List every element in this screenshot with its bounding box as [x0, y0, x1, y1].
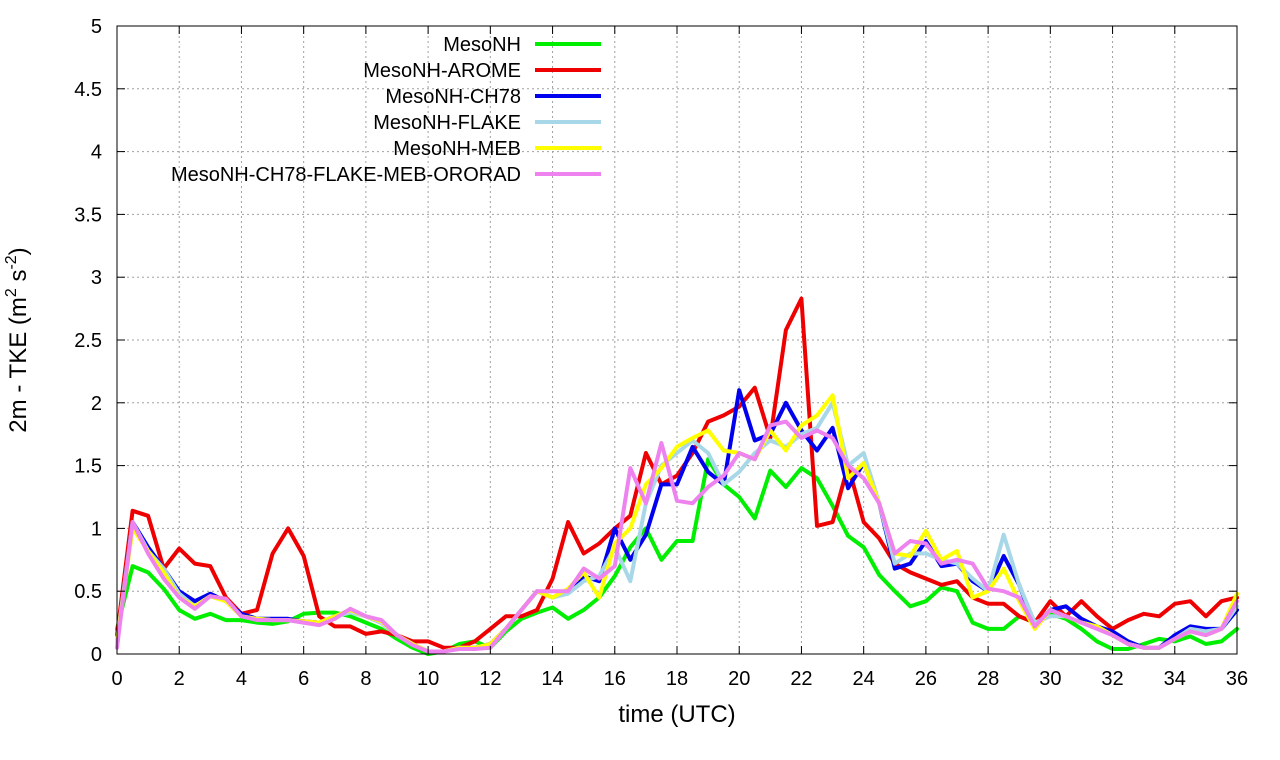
- x-tick-label: 22: [790, 668, 812, 690]
- y-axis-label-end: ): [5, 247, 32, 255]
- x-tick-label: 4: [236, 668, 247, 690]
- legend-label-mesonh-ch78: MesoNH-CH78: [385, 86, 521, 108]
- legend: MesoNH MesoNH-AROME MesoNH-CH78 MesoNH-FLAK…: [171, 34, 601, 186]
- series-lines: [115, 296, 1239, 656]
- x-axis-ticks: 0 2 4 6 8 10 12 14 16 18 20 22 24 26 28 30 32 34 36: [111, 26, 1248, 690]
- grid-lines: [117, 26, 1237, 654]
- y-tick-label: 5: [91, 16, 102, 38]
- y-tick-label: 0.5: [74, 581, 102, 603]
- legend-label-mesonh-flake: MesoNH-FLAKE: [373, 112, 521, 134]
- y-tick-label: 1.5: [74, 456, 102, 478]
- x-tick-label: 28: [977, 668, 999, 690]
- legend-label-mesonh-arome: MesoNH-AROME: [363, 60, 521, 82]
- x-tick-label: 26: [915, 668, 937, 690]
- x-tick-label: 14: [541, 668, 563, 690]
- series-line-mesonh: [115, 457, 1239, 656]
- legend-label-mesonh: MesoNH: [443, 34, 521, 56]
- x-tick-label: 18: [666, 668, 688, 690]
- x-tick-label: 12: [479, 668, 501, 690]
- series-line-mesonh-ch78-flake-meb-ororad: [115, 419, 1239, 654]
- y-tick-label: 1: [91, 518, 102, 540]
- y-tick-label: 2: [91, 393, 102, 415]
- legend-label-mesonh-ch78-flake-meb-ororad: MesoNH-CH78-FLAKE-MEB-ORORAD: [171, 164, 521, 186]
- y-axis-label: 2m - TKE (m2 s-2): [3, 247, 32, 432]
- x-tick-label: 6: [298, 668, 309, 690]
- y-tick-label: 3.5: [74, 204, 102, 226]
- y-tick-label: 2.5: [74, 330, 102, 352]
- x-tick-label: 2: [174, 668, 185, 690]
- x-tick-label: 36: [1226, 668, 1248, 690]
- y-tick-label: 0: [91, 644, 102, 666]
- x-tick-label: 30: [1039, 668, 1061, 690]
- y-axis-label-exp1: 2: [3, 288, 20, 297]
- x-tick-label: 0: [111, 668, 122, 690]
- y-axis-label-mid: s: [5, 270, 32, 289]
- series-line-mesonh-arome: [115, 296, 1239, 650]
- y-axis-ticks: 0 0.5 1 1.5 2 2.5 3 3.5 4 4.5 5: [74, 16, 1237, 666]
- y-tick-label: 3: [91, 267, 102, 289]
- y-tick-label: 4: [91, 142, 102, 164]
- y-axis-label-exp2: -2: [3, 255, 20, 269]
- x-tick-label: 10: [417, 668, 439, 690]
- y-axis-label-main: 2m - TKE (m: [5, 297, 32, 433]
- x-tick-label: 8: [360, 668, 371, 690]
- x-tick-label: 24: [853, 668, 875, 690]
- y-tick-label: 4.5: [74, 79, 102, 101]
- x-tick-label: 20: [728, 668, 750, 690]
- x-tick-label: 34: [1164, 668, 1186, 690]
- x-axis-label: time (UTC): [618, 701, 735, 728]
- legend-label-mesonh-meb: MesoNH-MEB: [393, 138, 521, 160]
- x-tick-label: 16: [604, 668, 626, 690]
- x-tick-label: 32: [1101, 668, 1123, 690]
